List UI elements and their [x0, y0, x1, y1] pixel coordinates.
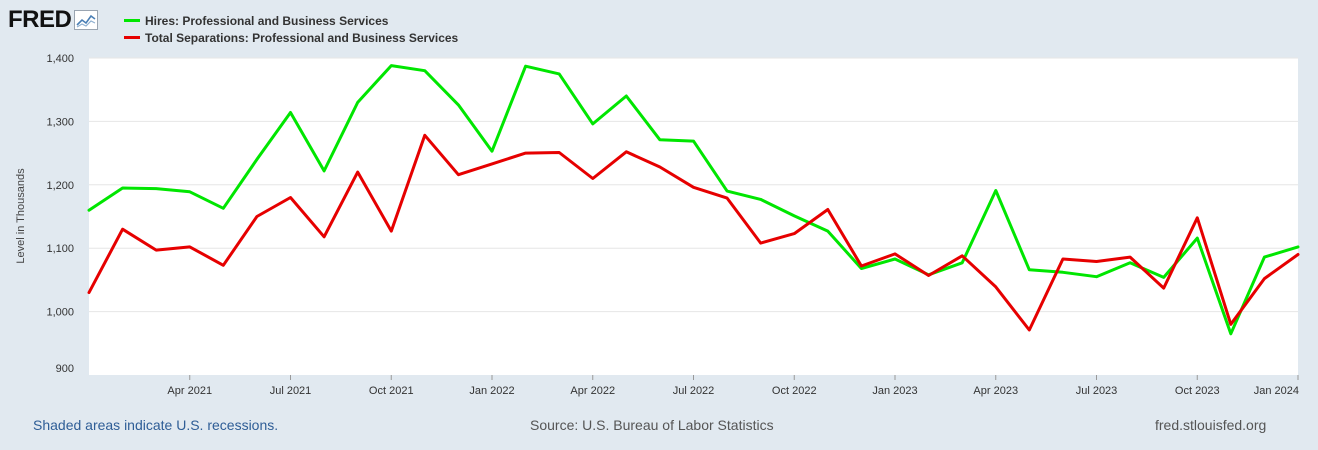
x-tick-label: Apr 2021	[167, 385, 212, 397]
y-tick-label: 1,400	[46, 53, 74, 65]
fred-logo[interactable]: FRED	[8, 6, 99, 34]
plot-area	[89, 58, 1298, 375]
x-tick-label: Jul 2021	[270, 385, 312, 397]
y-tick-label: 1,300	[46, 116, 74, 128]
x-tick-label: Jan 2023	[872, 385, 917, 397]
x-tick-label: Oct 2022	[772, 385, 817, 397]
fred-site-link[interactable]: fred.stlouisfed.org	[1155, 417, 1267, 433]
legend-label-separations: Total Separations: Professional and Busi…	[145, 30, 459, 45]
recession-note-link[interactable]: Shaded areas indicate U.S. recessions.	[33, 417, 279, 433]
y-tick-label: 1,100	[46, 243, 74, 255]
x-tick-label: Jul 2023	[1076, 385, 1118, 397]
chart-trend-icon	[74, 10, 99, 30]
legend-item-separations[interactable]: Total Separations: Professional and Busi…	[124, 29, 458, 46]
x-tick-label: Apr 2022	[570, 385, 615, 397]
y-tick-label: 900	[56, 363, 74, 375]
chart-legend: Hires: Professional and Business Service…	[124, 12, 458, 46]
x-tick-label: Jul 2022	[673, 385, 715, 397]
line-chart: 900 1,000 1,100 1,200 1,300 1,400 Apr 2021 Jul…	[15, 53, 1300, 397]
y-tick-label: 1,000	[46, 307, 74, 319]
y-tick-label: 1,200	[46, 180, 74, 192]
legend-label-hires: Hires: Professional and Business Service…	[145, 13, 389, 28]
legend-item-hires[interactable]: Hires: Professional and Business Service…	[124, 12, 458, 29]
x-tick-label: Jan 2024	[1254, 385, 1299, 397]
x-tick-label: Oct 2023	[1175, 385, 1220, 397]
series-line-hires[interactable]	[87, 64, 1300, 336]
source-note: Source: U.S. Bureau of Labor Statistics	[530, 417, 774, 433]
y-axis-label: Level in Thousands	[15, 168, 27, 264]
series-line-separations[interactable]	[87, 133, 1300, 332]
x-tick-label: Apr 2023	[973, 385, 1018, 397]
x-tick-label: Oct 2021	[369, 385, 414, 397]
fred-logo-text: FRED	[8, 6, 72, 33]
x-tick-label: Jan 2022	[469, 385, 514, 397]
legend-swatch-hires	[124, 19, 140, 22]
legend-swatch-separations	[124, 36, 140, 39]
